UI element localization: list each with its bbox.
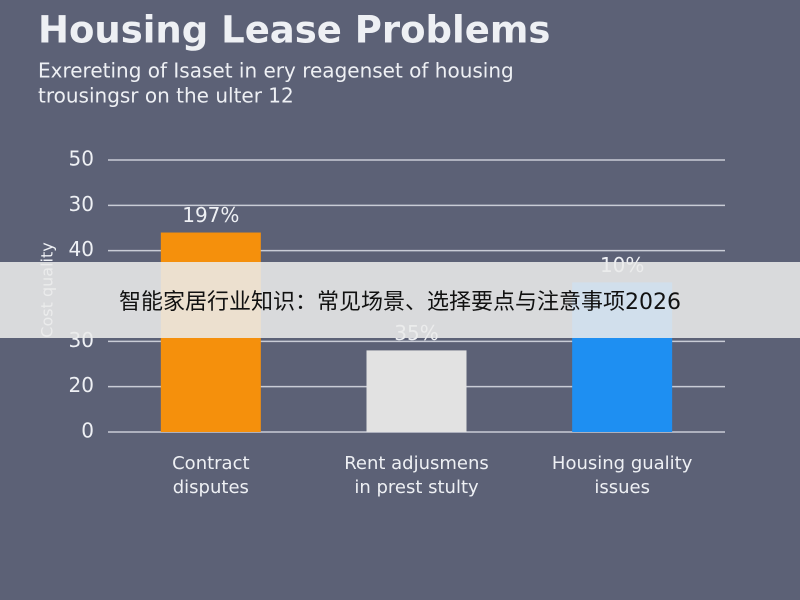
x-tick-label: Contract <box>172 453 249 474</box>
x-tick-label: Rent adjusmens <box>344 453 489 474</box>
y-tick-label: 30 <box>69 192 94 216</box>
chart-title: Housing Lease Problems <box>38 9 550 52</box>
bar <box>366 350 467 432</box>
y-tick-label: 50 <box>69 147 94 171</box>
subtitle: Exrereting of Isaset in ery reagenset of… <box>38 59 514 83</box>
x-tick-label: disputes <box>173 477 249 498</box>
x-tick-label: in prest stulty <box>354 477 479 498</box>
x-tick-label: issues <box>594 477 650 498</box>
y-tick-label: 40 <box>69 237 94 261</box>
x-tick-label: Housing guality <box>552 453 693 474</box>
y-tick-label: 20 <box>69 373 94 397</box>
subtitle: trousingsr on the ulter 12 <box>38 84 294 108</box>
annotation: 197% <box>182 203 239 227</box>
overlay-banner: 智能家居行业知识：常见场景、选择要点与注意事项2026 <box>0 262 800 338</box>
y-tick-label: 0 <box>81 419 94 443</box>
